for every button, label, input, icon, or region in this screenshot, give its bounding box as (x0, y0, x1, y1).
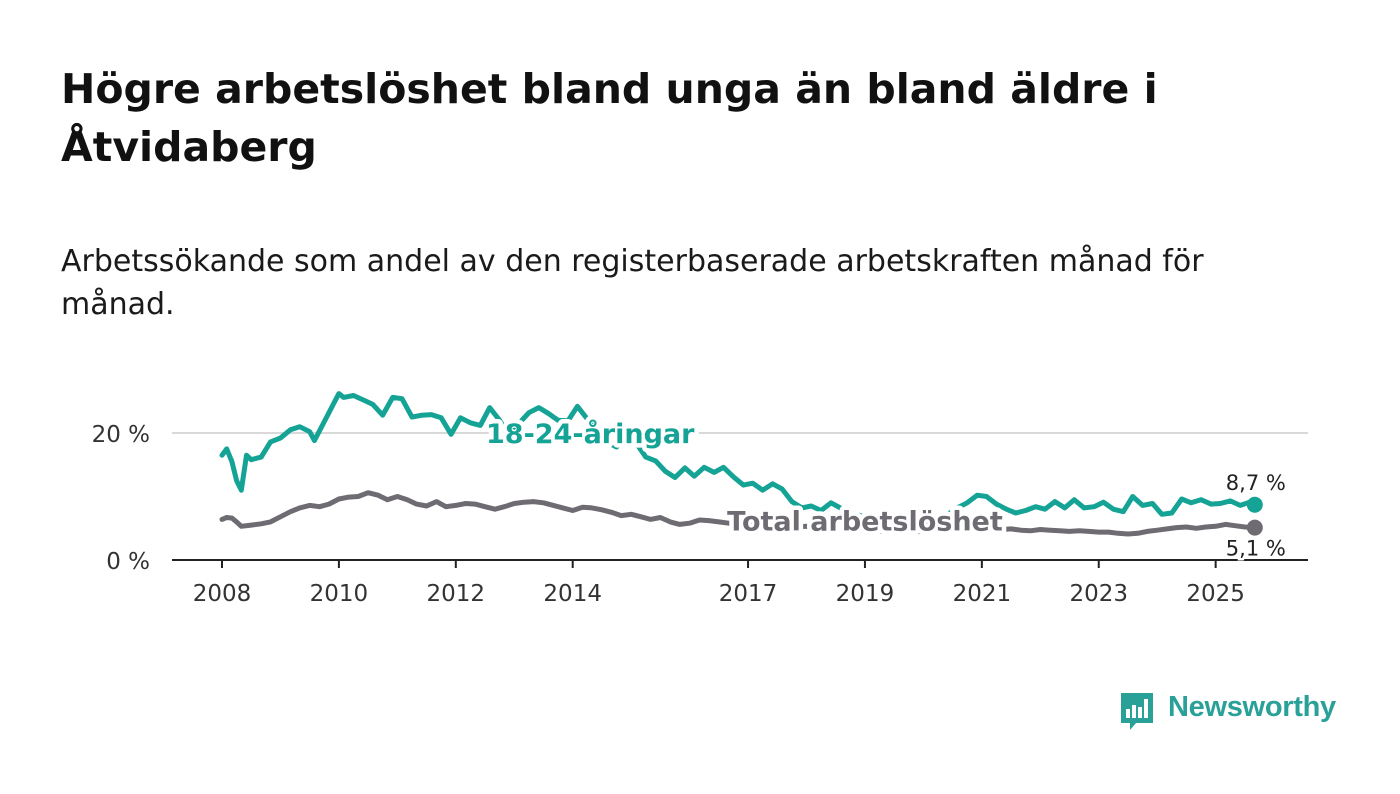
y-tick-label: 0 % (106, 549, 150, 575)
x-axis: 2008 2010 2012 2014 2017 2019 2021 2023 2025 (172, 559, 1308, 607)
series-lines (219, 391, 1263, 537)
series-line-youth (219, 391, 1258, 526)
series-label-total: Total arbetslöshet (727, 507, 1003, 538)
x-tick-label: 2008 (193, 581, 252, 607)
x-tick-label: 2025 (1186, 581, 1245, 607)
y-tick-label: 20 % (92, 422, 150, 448)
x-tick-label: 2023 (1069, 581, 1128, 607)
line-chart: 0 % 20 % 2008 2010 2012 2014 2017 2019 2021 2023… (92, 391, 1308, 607)
newsworthy-logo-icon (1121, 693, 1153, 730)
y-axis-ticks: 0 % 20 % (92, 422, 150, 575)
x-tick-label: 2014 (543, 581, 602, 607)
chart-title: Högre arbetslöshet bland unga än bland ä… (61, 65, 1158, 171)
x-tick-label: 2017 (719, 581, 778, 607)
series-label-youth: 18-24-åringar (486, 418, 695, 450)
end-point-total (1246, 519, 1263, 536)
end-point-youth (1246, 496, 1263, 513)
chart-subtitle: Arbetssökande som andel av den registerb… (61, 244, 1204, 322)
x-tick-label: 2012 (427, 581, 486, 607)
newsworthy-logo: Newsworthy (1118, 689, 1348, 735)
end-label-total: 5,1 % (1226, 537, 1286, 561)
x-tick-label: 2019 (836, 581, 895, 607)
series-labels: 18-24-åringar 8,7 % Total arbetslöshet 5,1 … (482, 414, 1289, 564)
x-tick-label: 2010 (310, 581, 369, 607)
newsworthy-wordmark: Newsworthy (1168, 691, 1336, 723)
end-label-youth: 8,7 % (1226, 471, 1286, 495)
series-line-total (219, 490, 1258, 537)
x-tick-label: 2021 (953, 581, 1012, 607)
